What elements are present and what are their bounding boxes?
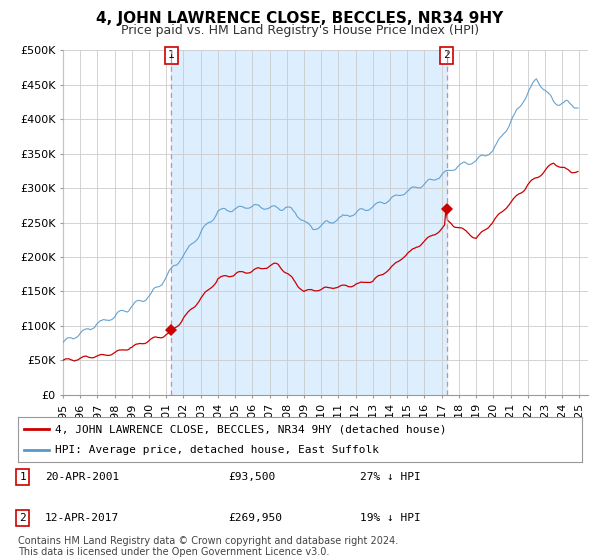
Text: £93,500: £93,500 [228,472,275,482]
Text: Contains HM Land Registry data © Crown copyright and database right 2024.
This d: Contains HM Land Registry data © Crown c… [18,535,398,557]
Text: Price paid vs. HM Land Registry's House Price Index (HPI): Price paid vs. HM Land Registry's House … [121,24,479,36]
Text: 12-APR-2017: 12-APR-2017 [45,513,119,523]
Text: 4, JOHN LAWRENCE CLOSE, BECCLES, NR34 9HY (detached house): 4, JOHN LAWRENCE CLOSE, BECCLES, NR34 9H… [55,424,446,435]
Text: £269,950: £269,950 [228,513,282,523]
Bar [171,50,446,395]
Text: 1: 1 [168,50,175,60]
Text: 20-APR-2001: 20-APR-2001 [45,472,119,482]
Text: 1: 1 [19,472,26,482]
Text: 4, JOHN LAWRENCE CLOSE, BECCLES, NR34 9HY: 4, JOHN LAWRENCE CLOSE, BECCLES, NR34 9H… [97,11,503,26]
Text: 2: 2 [443,50,450,60]
Text: HPI: Average price, detached house, East Suffolk: HPI: Average price, detached house, East… [55,445,379,455]
Text: 2: 2 [19,513,26,523]
Text: 19% ↓ HPI: 19% ↓ HPI [360,513,421,523]
Text: 27% ↓ HPI: 27% ↓ HPI [360,472,421,482]
